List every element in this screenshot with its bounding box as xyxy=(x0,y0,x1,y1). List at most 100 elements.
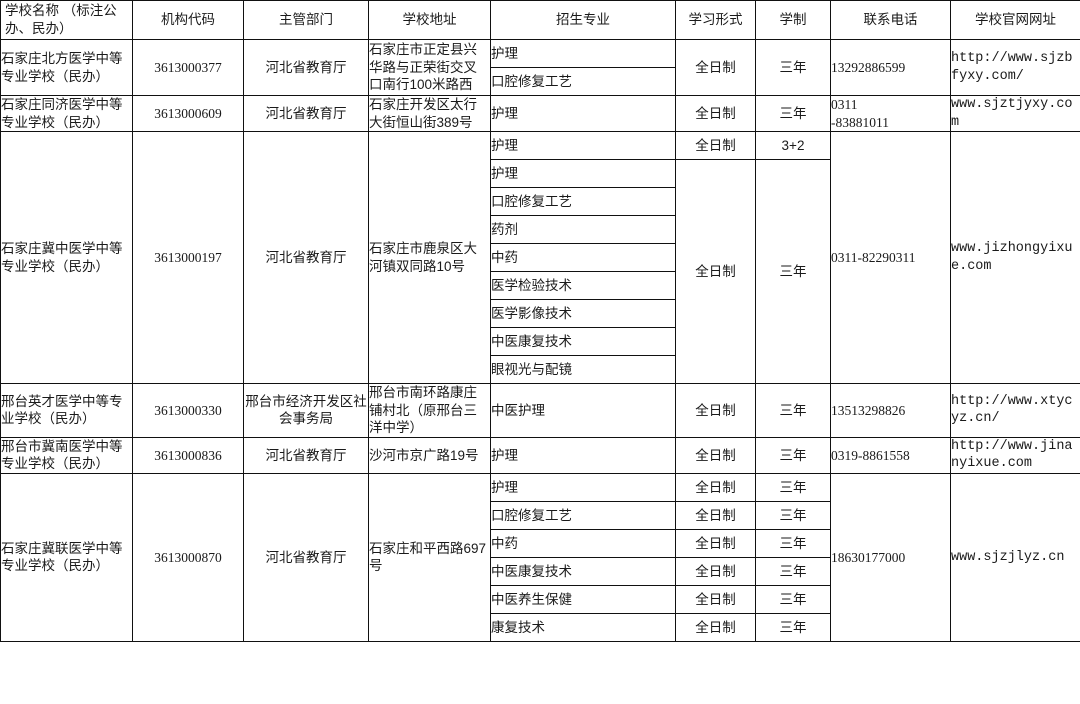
school-website[interactable]: http://www.sjzbfyxy.com/ xyxy=(950,39,1080,96)
school-study-length: 三年 xyxy=(755,500,831,530)
table-row: 眼视光与配镜 xyxy=(1,355,1080,385)
school-major: 口腔修复工艺 xyxy=(490,187,676,217)
school-code: 3613000870 xyxy=(132,472,244,642)
school-major: 中药 xyxy=(490,243,676,273)
school-website[interactable]: www.jizhongyixue.com xyxy=(950,131,1080,385)
school-study-length: 三年 xyxy=(755,94,831,133)
header-study-length: 学制 xyxy=(755,0,831,40)
table-row: 石家庄同济医学中等专业学校（民办） 3613000609 河北省教育厅 石家庄开… xyxy=(0,94,1080,133)
table-row: 药剂 xyxy=(1,215,1080,245)
school-study-length: 三年 xyxy=(755,528,831,558)
school-study-length: 三年 xyxy=(755,556,831,586)
school-study-form: 全日制 xyxy=(675,131,756,161)
school-code: 3613000197 xyxy=(132,131,244,385)
school-code: 3613000330 xyxy=(132,383,244,438)
school-major: 中医护理 xyxy=(490,383,676,438)
header-official-website: 学校官网网址 xyxy=(950,0,1080,40)
school-website[interactable]: http://www.xtycyz.cn/ xyxy=(950,383,1080,438)
school-study-form: 全日制 xyxy=(675,556,756,586)
school-major: 护理 xyxy=(490,94,676,133)
school-department: 河北省教育厅 xyxy=(243,472,369,642)
school-major: 口腔修复工艺 xyxy=(490,500,676,530)
school-phone: 13513298826 xyxy=(830,383,951,438)
school-code: 3613000609 xyxy=(132,94,244,133)
school-study-form: 全日制 xyxy=(675,94,756,133)
school-major: 中药 xyxy=(490,528,676,558)
school-study-length: 三年 xyxy=(755,436,831,474)
table-row: 邢台市冀南医学中等专业学校（民办） 3613000836 河北省教育厅 沙河市京… xyxy=(0,436,1080,474)
school-phone: 0319-8861558 xyxy=(830,436,951,474)
school-address: 石家庄和平西路697号 xyxy=(368,472,491,642)
school-study-length: 三年 xyxy=(755,159,831,385)
school-department: 河北省教育厅 xyxy=(243,436,369,474)
table-header-row: 学校名称 （标注公办、民办） 机构代码 主管部门 学校地址 招生专业 学习形式 … xyxy=(0,0,1080,40)
school-website[interactable]: www.sjztjyxy.com xyxy=(950,94,1080,133)
header-enrollment-major: 招生专业 xyxy=(490,0,676,40)
school-study-form: 全日制 xyxy=(675,500,756,530)
header-supervising-department: 主管部门 xyxy=(243,0,369,40)
table-row: 口腔修复工艺 xyxy=(1,67,1080,96)
school-name: 石家庄冀中医学中等专业学校（民办） xyxy=(0,131,133,385)
school-major: 护理 xyxy=(490,131,676,161)
school-code: 3613000377 xyxy=(132,39,244,96)
school-name: 石家庄北方医学中等专业学校（民办） xyxy=(0,39,133,96)
table-row: 中医康复技术 xyxy=(1,327,1080,357)
school-department: 河北省教育厅 xyxy=(243,39,369,96)
school-name: 石家庄同济医学中等专业学校（民办） xyxy=(0,94,133,133)
table-row: 中药 全日制 三年 xyxy=(1,528,1080,558)
school-phone: 13292886599 xyxy=(830,39,951,96)
school-name: 邢台英才医学中等专业学校（民办） xyxy=(0,383,133,438)
school-name: 石家庄冀联医学中等专业学校（民办） xyxy=(0,472,133,642)
school-department: 河北省教育厅 xyxy=(243,94,369,133)
school-major: 护理 xyxy=(490,159,676,189)
header-study-form: 学习形式 xyxy=(675,0,756,40)
school-study-length: 三年 xyxy=(755,584,831,614)
school-study-form: 全日制 xyxy=(675,383,756,438)
school-phone: 0311-82290311 xyxy=(830,131,951,385)
school-major: 中医康复技术 xyxy=(490,556,676,586)
school-major: 中医康复技术 xyxy=(490,327,676,357)
school-study-length: 三年 xyxy=(755,472,831,502)
school-study-length: 3+2 xyxy=(755,131,831,161)
school-department: 河北省教育厅 xyxy=(243,131,369,385)
school-study-length: 三年 xyxy=(755,612,831,642)
table-row: 中医康复技术 全日制 三年 xyxy=(1,556,1080,586)
schools-table: 学校名称 （标注公办、民办） 机构代码 主管部门 学校地址 招生专业 学习形式 … xyxy=(0,0,1080,642)
table-row: 康复技术 全日制 三年 xyxy=(1,612,1080,642)
school-study-form: 全日制 xyxy=(675,436,756,474)
school-study-length: 三年 xyxy=(755,39,831,96)
school-major: 中医养生保健 xyxy=(490,584,676,614)
table-row: 石家庄北方医学中等专业学校（民办） 3613000377 河北省教育厅 石家庄市… xyxy=(0,39,1080,96)
school-major: 眼视光与配镜 xyxy=(490,355,676,385)
table-row: 中药 xyxy=(1,243,1080,273)
school-study-length: 三年 xyxy=(755,383,831,438)
school-name: 邢台市冀南医学中等专业学校（民办） xyxy=(0,436,133,474)
school-address: 沙河市京广路19号 xyxy=(368,436,491,474)
header-contact-phone: 联系电话 xyxy=(830,0,951,40)
school-study-form: 全日制 xyxy=(675,159,756,385)
school-address: 石家庄开发区太行大街恒山街389号 xyxy=(368,94,491,133)
table-row: 口腔修复工艺 全日制 三年 xyxy=(1,500,1080,530)
table-row: 口腔修复工艺 xyxy=(1,187,1080,217)
header-institution-code: 机构代码 xyxy=(132,0,244,40)
school-major: 护理 xyxy=(490,39,676,68)
school-phone: 18630177000 xyxy=(830,472,951,642)
school-study-form: 全日制 xyxy=(675,528,756,558)
school-major: 护理 xyxy=(490,472,676,502)
school-major: 医学影像技术 xyxy=(490,299,676,329)
school-phone: 0311 -83881011 xyxy=(830,94,951,133)
table-row: 石家庄冀中医学中等专业学校（民办） 3613000197 河北省教育厅 石家庄市… xyxy=(0,131,1080,385)
school-address: 石家庄市鹿泉区大河镇双同路10号 xyxy=(368,131,491,385)
school-major: 护理 xyxy=(490,436,676,474)
school-website[interactable]: http://www.jinanyixue.com xyxy=(950,436,1080,474)
school-address: 石家庄市正定县兴华路与正荣街交叉口南行100米路西 xyxy=(368,39,491,96)
school-website[interactable]: www.sjzjlyz.cn xyxy=(950,472,1080,642)
school-code: 3613000836 xyxy=(132,436,244,474)
school-study-form: 全日制 xyxy=(675,472,756,502)
table-row: 石家庄冀联医学中等专业学校（民办） 3613000870 河北省教育厅 石家庄和… xyxy=(0,472,1080,642)
school-study-form: 全日制 xyxy=(675,584,756,614)
school-major: 康复技术 xyxy=(490,612,676,642)
table-row: 医学检验技术 xyxy=(1,271,1080,301)
school-major: 药剂 xyxy=(490,215,676,245)
